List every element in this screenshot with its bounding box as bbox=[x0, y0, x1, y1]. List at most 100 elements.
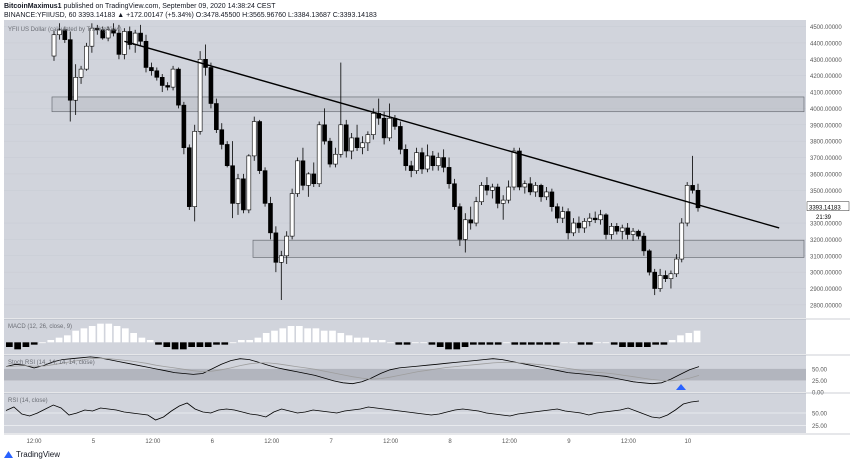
candle-body[interactable] bbox=[122, 31, 127, 55]
candle-body[interactable] bbox=[619, 227, 625, 232]
candle-body[interactable] bbox=[522, 183, 528, 188]
candle-body[interactable] bbox=[78, 68, 84, 78]
candle-body[interactable] bbox=[132, 32, 138, 45]
candle-body[interactable] bbox=[609, 226, 614, 235]
candle-body[interactable] bbox=[360, 142, 365, 149]
chart-container[interactable]: 4500.00000 4400.00000 4300.00000 4200.00000… bbox=[0, 20, 850, 448]
candle-body[interactable] bbox=[273, 232, 279, 263]
candle-body[interactable] bbox=[630, 230, 636, 235]
candle-body[interactable] bbox=[62, 29, 68, 40]
candle-body[interactable] bbox=[311, 173, 317, 185]
candle-body[interactable] bbox=[208, 67, 214, 104]
candle-body[interactable] bbox=[333, 153, 338, 165]
candle-body[interactable] bbox=[657, 275, 663, 289]
candle-body[interactable] bbox=[170, 68, 176, 88]
candle-body[interactable] bbox=[100, 29, 106, 39]
candle-body[interactable] bbox=[365, 134, 371, 144]
candle-body[interactable] bbox=[425, 155, 430, 170]
macd-pane[interactable]: MACD (12, 26, close, 9) bbox=[4, 318, 850, 354]
candle-body[interactable] bbox=[214, 103, 219, 131]
candle-body[interactable] bbox=[278, 255, 284, 263]
candle-body[interactable] bbox=[316, 124, 322, 185]
price-pane[interactable]: 4500.00000 4400.00000 4300.00000 4200.00000… bbox=[4, 20, 850, 318]
candle-body[interactable] bbox=[111, 29, 116, 34]
candle-body[interactable] bbox=[197, 58, 203, 132]
candle-body[interactable] bbox=[306, 173, 311, 186]
candle-body[interactable] bbox=[441, 157, 446, 168]
candle-body[interactable] bbox=[457, 206, 463, 240]
candle-body[interactable] bbox=[284, 235, 290, 257]
tradingview-logo[interactable]: TradingView bbox=[4, 450, 60, 459]
candle-body[interactable] bbox=[165, 85, 170, 88]
candle-body[interactable] bbox=[690, 185, 695, 191]
candle-body[interactable] bbox=[149, 67, 154, 72]
candle-body[interactable] bbox=[181, 104, 187, 149]
candle-body[interactable] bbox=[67, 39, 73, 101]
candle-body[interactable] bbox=[257, 121, 262, 171]
candle-body[interactable] bbox=[127, 31, 133, 45]
candle-body[interactable] bbox=[381, 117, 387, 139]
rsi-pane[interactable]: 50.00 25.00 RSI (14, close) bbox=[4, 392, 850, 433]
candle-body[interactable] bbox=[84, 45, 89, 70]
candle-body[interactable] bbox=[343, 124, 349, 152]
candle-body[interactable] bbox=[544, 191, 549, 198]
candle-body[interactable] bbox=[370, 113, 376, 135]
candle-body[interactable] bbox=[603, 214, 609, 235]
candle-body[interactable] bbox=[554, 206, 560, 219]
candle-body[interactable] bbox=[533, 185, 538, 193]
candle-body[interactable] bbox=[479, 185, 484, 203]
candle-body[interactable] bbox=[625, 227, 630, 235]
descending-trendline[interactable] bbox=[124, 40, 780, 229]
stoch-rsi-pane[interactable]: 50.00 25.00 0.00 Stoch RSI (14, 14, 14, 14,… bbox=[4, 354, 850, 397]
candle-body[interactable] bbox=[408, 165, 414, 171]
candle-body[interactable] bbox=[246, 155, 252, 211]
candle-body[interactable] bbox=[403, 149, 409, 167]
candle-body[interactable] bbox=[73, 77, 78, 101]
candle-body[interactable] bbox=[235, 178, 241, 204]
time-axis[interactable]: 12:00 5 12:00 6 12:00 7 12:00 8 12:00 9 12:00 10 bbox=[0, 433, 850, 448]
candle-body[interactable] bbox=[668, 273, 674, 280]
candle-body[interactable] bbox=[490, 186, 495, 191]
candle-body[interactable] bbox=[289, 193, 295, 237]
candle-body[interactable] bbox=[538, 185, 544, 198]
candle-body[interactable] bbox=[565, 211, 571, 234]
candle-body[interactable] bbox=[219, 129, 225, 145]
candle-body[interactable] bbox=[94, 27, 100, 31]
candle-body[interactable] bbox=[176, 68, 181, 106]
candle-body[interactable] bbox=[159, 77, 165, 86]
candle-body[interactable] bbox=[251, 121, 257, 157]
candle-body[interactable] bbox=[300, 160, 306, 186]
candle-body[interactable] bbox=[674, 258, 679, 275]
candle-body[interactable] bbox=[587, 217, 593, 222]
candle-body[interactable] bbox=[684, 185, 690, 224]
candle-body[interactable] bbox=[116, 32, 122, 55]
candle-body[interactable] bbox=[695, 189, 701, 209]
candle-body[interactable] bbox=[582, 221, 587, 229]
candle-body[interactable] bbox=[641, 235, 647, 252]
candle-body[interactable] bbox=[419, 152, 425, 170]
candle-body[interactable] bbox=[560, 211, 566, 219]
author-name[interactable]: BitcoinMaximus1 bbox=[4, 3, 62, 10]
candle-body[interactable] bbox=[241, 178, 246, 211]
candle-body[interactable] bbox=[598, 214, 603, 221]
candle-body[interactable] bbox=[268, 203, 273, 234]
candle-body[interactable] bbox=[349, 137, 354, 152]
candle-body[interactable] bbox=[430, 155, 436, 167]
candle-body[interactable] bbox=[224, 144, 230, 167]
candle-body[interactable] bbox=[517, 150, 522, 188]
candle-body[interactable] bbox=[89, 27, 95, 47]
candle-body[interactable] bbox=[338, 124, 344, 155]
candle-body[interactable] bbox=[295, 160, 300, 194]
candle-body[interactable] bbox=[663, 275, 668, 280]
candle-body[interactable] bbox=[143, 40, 149, 68]
candle-body[interactable] bbox=[511, 150, 517, 188]
candle-body[interactable] bbox=[452, 183, 457, 207]
candle-body[interactable] bbox=[51, 34, 57, 57]
horizontal-zone-2[interactable] bbox=[252, 239, 805, 258]
candle-body[interactable] bbox=[387, 117, 392, 139]
candle-body[interactable] bbox=[646, 250, 652, 273]
candle-body[interactable] bbox=[571, 222, 576, 234]
candle-body[interactable] bbox=[105, 29, 111, 39]
candle-body[interactable] bbox=[506, 186, 511, 201]
candle-body[interactable] bbox=[138, 32, 143, 42]
